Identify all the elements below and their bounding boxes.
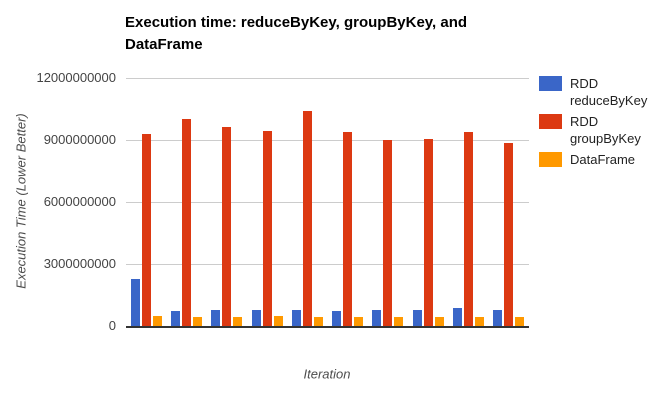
bar-rdd-reducebykey[interactable] bbox=[251, 309, 261, 326]
legend-item-rdd-reducebykey[interactable]: RDD reduceByKey bbox=[539, 75, 651, 109]
bar-group-iteration-1 bbox=[126, 133, 166, 326]
bar-rdd-groupbykey[interactable] bbox=[222, 127, 232, 326]
gridline bbox=[126, 140, 529, 141]
y-tick-label: 6000000000 bbox=[43, 194, 116, 209]
bar-group-iteration-6 bbox=[327, 132, 367, 326]
bar-dataframe[interactable] bbox=[354, 316, 364, 326]
bar-rdd-groupbykey[interactable] bbox=[464, 131, 474, 326]
bar-rdd-reducebykey[interactable] bbox=[332, 310, 342, 326]
bar-dataframe[interactable] bbox=[515, 316, 525, 326]
bar-rdd-reducebykey[interactable] bbox=[493, 309, 503, 326]
bar-dataframe[interactable] bbox=[152, 316, 162, 326]
legend-item-rdd-groupbykey[interactable]: RDD groupByKey bbox=[539, 113, 651, 147]
bar-rdd-reducebykey[interactable] bbox=[170, 310, 180, 326]
y-tick-label: 3000000000 bbox=[43, 256, 116, 271]
bar-dataframe[interactable] bbox=[475, 316, 485, 326]
bar-rdd-reducebykey[interactable] bbox=[211, 309, 221, 326]
legend-label: RDD groupByKey bbox=[570, 114, 641, 146]
bar-rdd-groupbykey[interactable] bbox=[262, 130, 272, 326]
bar-dataframe[interactable] bbox=[434, 316, 444, 326]
bar-group-iteration-7 bbox=[368, 140, 408, 326]
legend-item-dataframe[interactable]: DataFrame bbox=[539, 151, 651, 168]
bar-rdd-reducebykey[interactable] bbox=[130, 278, 140, 326]
legend-swatch-rdd-reducebykey-icon bbox=[539, 76, 562, 91]
bar-rdd-groupbykey[interactable] bbox=[302, 111, 312, 326]
bar-dataframe[interactable] bbox=[313, 317, 323, 326]
gridline bbox=[126, 78, 529, 79]
bar-group-iteration-3 bbox=[207, 127, 247, 326]
bar-groups bbox=[126, 78, 529, 326]
gridline bbox=[126, 202, 529, 203]
bar-dataframe[interactable] bbox=[273, 316, 283, 326]
bar-rdd-groupbykey[interactable] bbox=[504, 143, 514, 326]
y-tick-label: 12000000000 bbox=[36, 70, 116, 85]
legend-swatch-dataframe-icon bbox=[539, 152, 562, 167]
gridline bbox=[126, 264, 529, 265]
bar-rdd-reducebykey[interactable] bbox=[372, 310, 382, 326]
legend-label: RDD reduceByKey bbox=[570, 76, 648, 108]
bar-group-iteration-2 bbox=[166, 119, 206, 326]
legend-label: DataFrame bbox=[570, 152, 636, 167]
bar-rdd-reducebykey[interactable] bbox=[453, 308, 463, 326]
bar-rdd-groupbykey[interactable] bbox=[141, 133, 151, 326]
bar-dataframe[interactable] bbox=[394, 316, 404, 326]
bar-dataframe[interactable] bbox=[192, 316, 202, 326]
bar-group-iteration-9 bbox=[448, 131, 488, 326]
bar-dataframe[interactable] bbox=[233, 316, 243, 326]
bar-rdd-groupbykey[interactable] bbox=[383, 140, 393, 326]
bar-group-iteration-8 bbox=[408, 139, 448, 326]
bar-rdd-reducebykey[interactable] bbox=[412, 309, 422, 326]
bar-rdd-reducebykey[interactable] bbox=[291, 310, 301, 326]
bar-rdd-groupbykey[interactable] bbox=[343, 132, 353, 326]
x-axis-title: Iteration bbox=[303, 366, 351, 382]
bar-group-iteration-10 bbox=[489, 143, 529, 326]
y-tick-label: 0 bbox=[108, 318, 116, 333]
bar-rdd-groupbykey[interactable] bbox=[423, 139, 433, 326]
y-tick-label: 9000000000 bbox=[43, 132, 116, 147]
bar-rdd-groupbykey[interactable] bbox=[181, 119, 191, 326]
bar-group-iteration-5 bbox=[287, 111, 327, 326]
bar-group-iteration-4 bbox=[247, 130, 287, 326]
legend: RDD reduceByKey RDD groupByKey DataFrame bbox=[539, 75, 651, 172]
plot-area bbox=[126, 78, 529, 328]
chart-title: Execution time: reduceByKey, groupByKey,… bbox=[125, 14, 468, 53]
legend-swatch-rdd-groupbykey-icon bbox=[539, 114, 562, 129]
